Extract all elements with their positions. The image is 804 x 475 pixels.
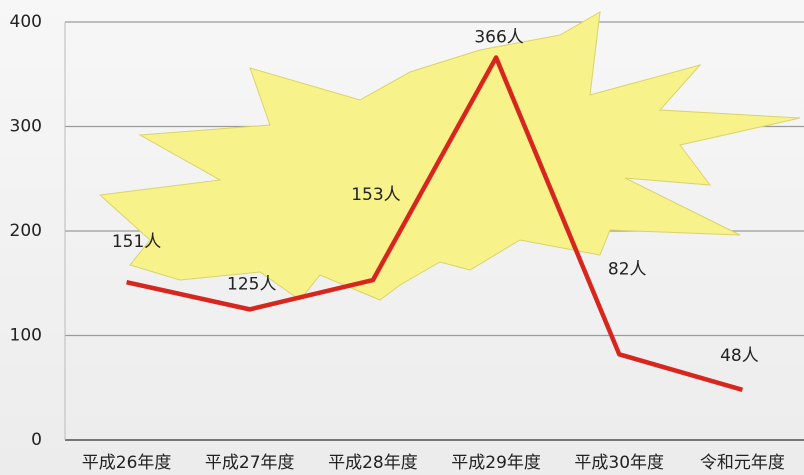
- y-tick-label: 300: [10, 117, 42, 137]
- value-label: 48人: [720, 346, 759, 366]
- y-tick-label: 0: [31, 430, 42, 450]
- x-tick-label: 令和元年度: [700, 453, 785, 473]
- x-tick-label: 平成28年度: [328, 453, 418, 473]
- y-tick-label: 400: [10, 12, 42, 32]
- x-tick-label: 平成30年度: [574, 453, 664, 473]
- value-label: 82人: [608, 259, 647, 279]
- value-label: 125人: [227, 274, 276, 294]
- data-line: [126, 55, 744, 393]
- y-tick-label: 100: [10, 326, 42, 346]
- x-tick-label: 平成29年度: [451, 453, 541, 473]
- value-label: 151人: [112, 232, 161, 252]
- x-tick-label: 平成27年度: [205, 453, 295, 473]
- y-tick-label: 200: [10, 221, 42, 241]
- value-label: 153人: [351, 185, 400, 205]
- x-tick-label: 平成26年度: [82, 453, 172, 473]
- value-label: 366人: [474, 28, 523, 48]
